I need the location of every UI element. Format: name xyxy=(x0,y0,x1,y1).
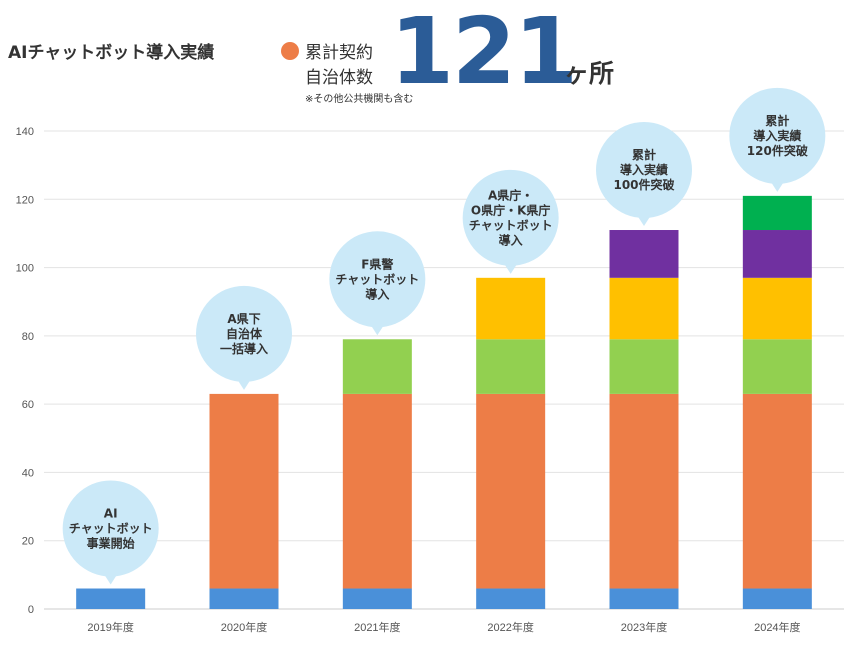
bar-segment xyxy=(609,393,679,589)
bubble-text-line: 導入実績 xyxy=(753,128,801,143)
bubble-text-line: 自治体 xyxy=(226,326,263,341)
x-tick-label: 2019年度 xyxy=(87,620,133,634)
y-tick-label: 140 xyxy=(16,126,34,138)
bar-segment xyxy=(742,230,812,278)
bar-segment xyxy=(476,588,546,609)
bubble-text-line: F県警 xyxy=(361,256,393,271)
bar-segment xyxy=(476,277,546,340)
bubble-text-line: 導入実績 xyxy=(620,162,668,177)
bubble-text-line: A県下 xyxy=(227,312,260,326)
bubble-text-line: 120件突破 xyxy=(747,143,808,158)
bubble-circle xyxy=(462,169,559,266)
bubble-text-line: 累計 xyxy=(765,113,789,128)
x-tick-label: 2020年度 xyxy=(221,620,267,634)
bar-segment xyxy=(609,277,679,340)
header: AIチャットボット導入実績 累計契約 自治体数 121 ヶ所 ※その他公共機関も… xyxy=(0,0,852,115)
bubble-circle xyxy=(62,480,159,577)
bar-segment xyxy=(76,588,146,609)
bar-segment xyxy=(742,588,812,609)
bar-segment xyxy=(476,339,546,394)
y-tick-label: 0 xyxy=(28,604,34,616)
bar-segment xyxy=(609,230,679,278)
legend-label-line2: 自治体数 xyxy=(305,68,373,88)
bubble-text-line: A県庁・ xyxy=(488,187,533,202)
y-tick-label: 80 xyxy=(22,331,34,343)
bubble-text-line: 100件突破 xyxy=(613,177,674,192)
bubble-text-line: AI xyxy=(104,507,118,521)
bar-segment xyxy=(742,393,812,589)
legend-dot-icon xyxy=(281,42,299,60)
bar-segment xyxy=(209,588,279,609)
bubble-circle xyxy=(196,285,292,382)
x-tick-label: 2021年度 xyxy=(354,620,400,634)
bar-segment xyxy=(742,195,812,231)
bar-segment xyxy=(742,339,812,394)
bubble-text-line: 導入 xyxy=(499,232,523,247)
x-tick-label: 2023年度 xyxy=(621,620,667,634)
total-unit: ヶ所 xyxy=(564,59,615,88)
footnote: ※その他公共機関も含む xyxy=(305,94,414,105)
bubble-text-line: チャットボット xyxy=(69,521,153,536)
bubble-circle xyxy=(596,122,692,219)
y-tick-label: 100 xyxy=(16,263,34,275)
bubble-text-line: 累計 xyxy=(632,147,656,162)
legend-label-line1: 累計契約 xyxy=(305,43,373,63)
chart-title: AIチャットボット導入実績 xyxy=(8,43,215,63)
bar-segment xyxy=(342,393,412,589)
y-tick-label: 20 xyxy=(22,536,34,548)
bar-segment xyxy=(209,393,279,589)
bubble-text-line: O県庁・K県庁 xyxy=(471,202,551,217)
y-tick-label: 60 xyxy=(22,399,34,411)
bubble-circle xyxy=(729,87,826,184)
bubble-text-line: 一括導入 xyxy=(220,341,268,356)
y-tick-label: 40 xyxy=(22,467,34,479)
bar-segment xyxy=(609,588,679,609)
x-tick-label: 2022年度 xyxy=(487,620,533,634)
bubble-text-line: チャットボット xyxy=(469,217,553,232)
bubble-text-line: チャットボット xyxy=(335,271,419,286)
bubble-circle xyxy=(329,231,426,328)
bar-segment xyxy=(609,339,679,394)
bar-segment xyxy=(742,277,812,340)
y-tick-label: 120 xyxy=(16,194,34,206)
x-tick-label: 2024年度 xyxy=(754,620,800,634)
bar-segment xyxy=(476,393,546,589)
bar-segment xyxy=(342,588,412,609)
bubble-text-line: 導入 xyxy=(365,286,389,301)
bubble-text-line: 事業開始 xyxy=(87,536,135,551)
bar-segment xyxy=(342,339,412,394)
total-count: 121 xyxy=(390,0,578,105)
